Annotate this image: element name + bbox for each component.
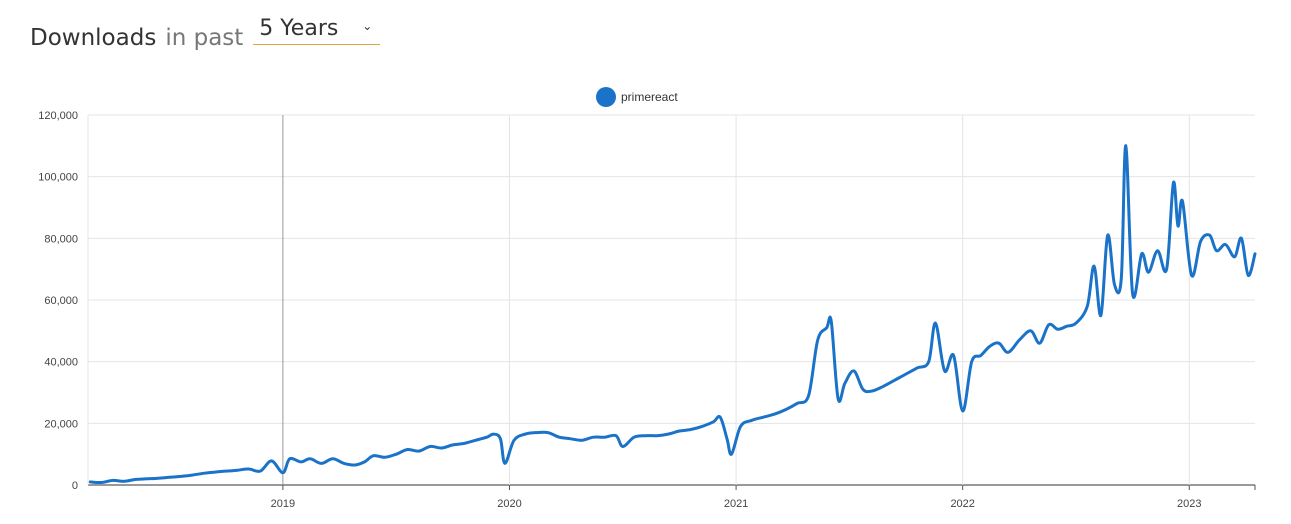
legend-swatch: [596, 87, 616, 107]
period-select-value: 5 Years: [259, 16, 339, 41]
y-tick-label: 20,000: [44, 418, 78, 430]
x-tick-label: 2021: [724, 498, 748, 510]
x-tick-label: 2022: [950, 498, 974, 510]
y-tick-label: 80,000: [44, 233, 78, 245]
y-tick-label: 100,000: [38, 172, 78, 184]
legend-label: primereact: [621, 90, 678, 104]
x-tick-label: 2023: [1177, 498, 1201, 510]
x-tick-label: 2019: [271, 498, 295, 510]
grid-layer: [87, 114, 1255, 486]
legend[interactable]: primereact: [596, 87, 678, 107]
chart-header: Downloads in past 5 Years ⌄: [30, 14, 381, 51]
header-in-past: in past: [165, 25, 244, 51]
header-title: Downloads: [30, 25, 157, 51]
y-tick-label: 40,000: [44, 357, 78, 369]
x-tick-label: 2020: [497, 498, 521, 510]
series-line-primereact: [88, 144, 1257, 485]
period-select[interactable]: 5 Years ⌄: [253, 14, 381, 45]
y-tick-label: 120,000: [38, 110, 78, 122]
axis-layer: 0 20,000 40,000 60,000 80,000 100,000 120,000 2…: [38, 110, 1256, 510]
series-layer: [88, 144, 1257, 485]
chevron-down-icon: ⌄: [362, 19, 373, 33]
y-tick-label: 0: [72, 480, 78, 492]
y-tick-label: 60,000: [44, 295, 78, 307]
